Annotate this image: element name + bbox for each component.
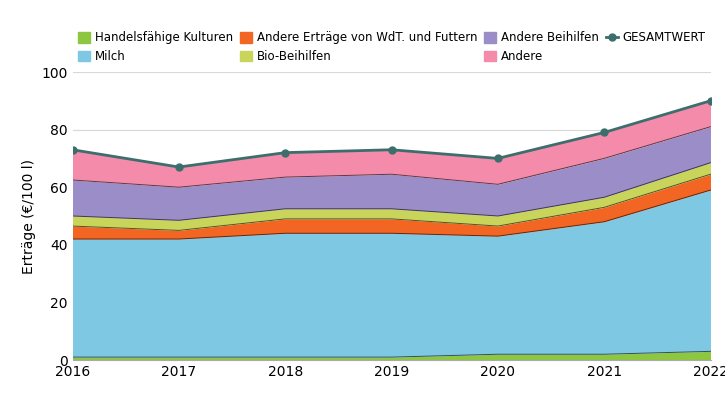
Y-axis label: Erträge (€/100 l): Erträge (€/100 l) [22, 158, 36, 274]
Legend: Handelsfähige Kulturen, Milch, Andere Erträge von WdT. und Futtern, Bio-Beihilfe: Handelsfähige Kulturen, Milch, Andere Er… [78, 31, 705, 63]
